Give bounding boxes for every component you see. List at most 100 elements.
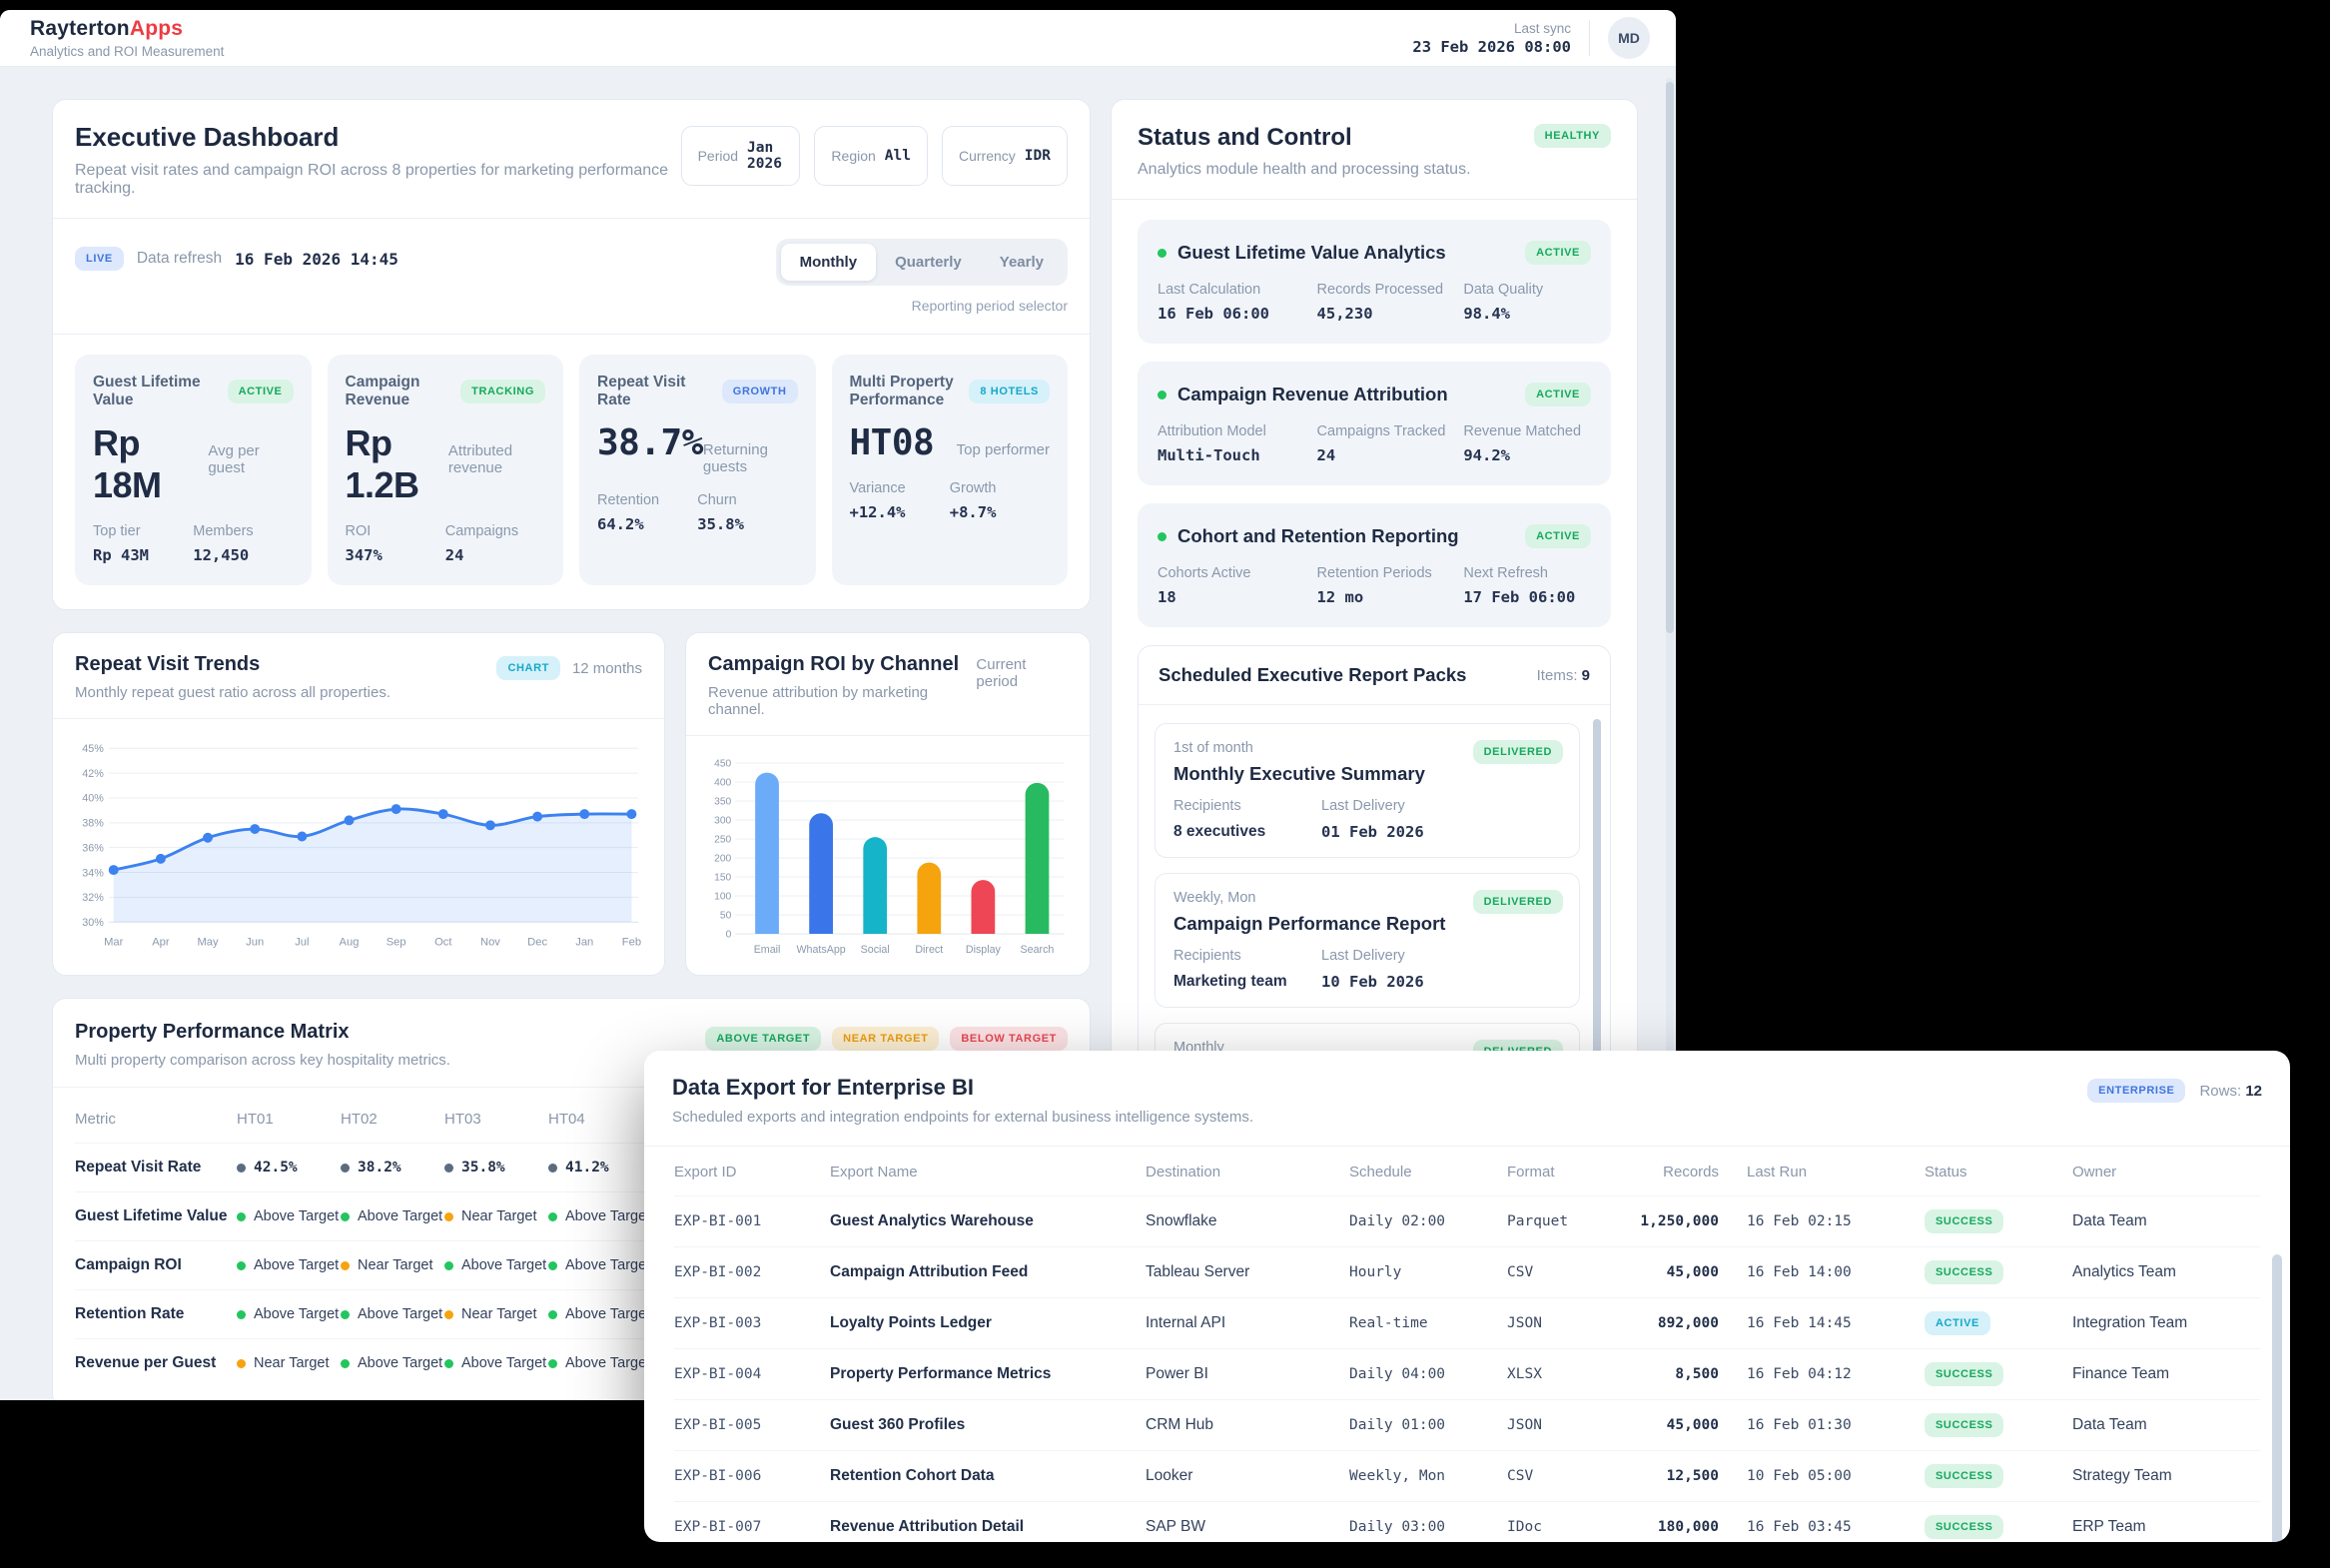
kpi-stat-label: Campaigns: [444, 523, 519, 539]
legend-badge: BELOW TARGET: [950, 1027, 1068, 1052]
export-column-header: Format: [1507, 1164, 1555, 1180]
export-column-header: Destination: [1146, 1164, 1221, 1180]
export-destination: Internal API: [1146, 1314, 1226, 1331]
pack-schedule: Weekly, Mon: [1173, 890, 1256, 906]
export-name: Loyalty Points Ledger: [830, 1314, 992, 1331]
export-format: Parquet: [1507, 1213, 1569, 1229]
export-records: 45,000: [1666, 1417, 1719, 1433]
export-column-header: Last Run: [1747, 1164, 1808, 1180]
module-stat: Revenue Matched 94.2%: [1463, 423, 1591, 464]
export-status: SUCCESS: [1925, 1515, 2072, 1539]
matrix-metric: Revenue per Guest: [75, 1354, 217, 1372]
module-badge: ACTIVE: [1525, 383, 1591, 406]
export-records: 45,000: [1666, 1264, 1719, 1280]
matrix-cell: Above Target: [237, 1257, 341, 1273]
svg-text:400: 400: [714, 778, 731, 789]
matrix-cell-text: Above Target: [565, 1306, 651, 1323]
pack-name: Campaign Performance Report: [1173, 913, 1446, 934]
window-scrollbar[interactable]: [1666, 78, 1674, 1390]
chart-period-caption: Current period: [976, 656, 1027, 690]
pack-badge: DELIVERED: [1472, 890, 1563, 914]
matrix-metric: Campaign ROI: [75, 1256, 182, 1274]
module-status-dot: [1158, 248, 1166, 258]
svg-text:May: May: [198, 936, 220, 948]
status-badge: ACTIVE: [1925, 1311, 1990, 1335]
module-stat: Next Refresh 17 Feb 06:00: [1463, 565, 1591, 606]
window-scrollbar-thumb[interactable]: [1666, 82, 1674, 633]
app-subtitle: Analytics and ROI Measurement: [30, 44, 225, 59]
kpi-stat-label: Growth: [949, 480, 997, 496]
status-dot: [444, 1163, 453, 1173]
kpi-stat: Campaigns 24: [445, 523, 545, 564]
chart-title: Campaign ROI by Channel: [708, 653, 960, 675]
packs-scrollbar-thumb[interactable]: [1593, 719, 1601, 1254]
kpi-stat-value: +12.4%: [849, 503, 906, 521]
kpi-card: Repeat Visit Rate GROWTH 38.7% Returning gu…: [579, 355, 816, 585]
module-stat-value: 94.2%: [1463, 446, 1511, 464]
module-stat: Cohorts Active 18: [1158, 565, 1317, 606]
export-destination: SAP BW: [1146, 1518, 1206, 1535]
kpi-card: Guest Lifetime Value ACTIVE Rp 18M Avg per …: [75, 355, 312, 585]
matrix-cell: Above Target: [341, 1306, 444, 1322]
filter-button-currency[interactable]: Currency IDR: [942, 126, 1068, 186]
report-pack-card: 1st of month Monthly Executive Summary DEL…: [1155, 723, 1580, 858]
svg-text:Jun: Jun: [246, 936, 264, 948]
export-destination: Snowflake: [1146, 1212, 1217, 1229]
pack-delivery-value: 10 Feb 2026: [1321, 973, 1424, 991]
export-status: ACTIVE: [1925, 1311, 2072, 1335]
live-badge: LIVE: [75, 247, 124, 271]
status-dot: [444, 1211, 453, 1221]
export-format: IDoc: [1507, 1519, 1542, 1535]
kpi-stat-label: Retention: [597, 492, 660, 508]
status-module: Guest Lifetime Value Analytics ACTIVE Last…: [1138, 220, 1611, 344]
export-records: 180,000: [1657, 1519, 1719, 1535]
export-id: EXP-BI-004: [674, 1366, 762, 1382]
kpi-value: HT08: [849, 422, 935, 463]
export-schedule: Daily 01:00: [1349, 1417, 1446, 1433]
packs-scrollbar[interactable]: [1593, 719, 1601, 1326]
matrix-column-header: HT02: [341, 1111, 378, 1129]
filter-label: Currency: [959, 148, 1016, 164]
kpi-value: Rp 18M: [93, 422, 162, 505]
export-title: Data Export for Enterprise BI: [672, 1075, 974, 1100]
export-column-header: Records: [1663, 1164, 1719, 1180]
topbar-right: Last sync 23 Feb 2026 08:00 MD: [1412, 17, 1650, 59]
tab-monthly[interactable]: Monthly: [780, 244, 877, 281]
last-sync: Last sync 23 Feb 2026 08:00: [1412, 21, 1571, 56]
module-stat: Last Calculation 16 Feb 06:00: [1158, 282, 1317, 323]
brand-accent: Apps: [129, 17, 184, 40]
matrix-cell: Above Target: [548, 1208, 652, 1224]
export-format: JSON: [1507, 1315, 1542, 1331]
svg-text:Aug: Aug: [340, 936, 360, 948]
export-scrollbar[interactable]: [2272, 1254, 2282, 1542]
kpi-stat-value: 24: [444, 546, 464, 564]
page-subtitle: Repeat visit rates and campaign ROI acro…: [75, 162, 669, 197]
export-owner: Data Team: [2072, 1416, 2147, 1433]
matrix-cell-text: Near Target: [254, 1355, 330, 1372]
filter-button-region[interactable]: Region All: [814, 126, 928, 186]
export-destination: CRM Hub: [1146, 1416, 1214, 1433]
kpi-card: Campaign Revenue TRACKING Rp 1.2B Attribute…: [327, 355, 563, 585]
period-selector-caption: Reporting period selector: [911, 298, 1068, 314]
user-avatar[interactable]: MD: [1608, 17, 1650, 59]
filter-buttons: Period Jan 2026 Region All Currency IDR: [680, 126, 1068, 186]
module-name: Cohort and Retention Reporting: [1177, 525, 1459, 546]
svg-text:Jan: Jan: [575, 936, 593, 948]
svg-text:50: 50: [720, 911, 732, 922]
kpi-stat: ROI 347%: [346, 523, 445, 564]
kpi-label: Guest Lifetime Value: [93, 374, 201, 408]
tab-quarterly[interactable]: Quarterly: [895, 254, 962, 271]
kpi-caption: Attributed revenue: [447, 442, 513, 476]
kpi-stat-label: Churn: [697, 492, 737, 508]
module-name: Guest Lifetime Value Analytics: [1177, 242, 1446, 263]
kpi-stat-value: 347%: [345, 546, 383, 564]
status-dot: [548, 1309, 557, 1319]
tab-yearly[interactable]: Yearly: [999, 254, 1044, 271]
status-dot: [341, 1358, 350, 1368]
matrix-column-header: Metric: [75, 1111, 116, 1129]
export-id: EXP-BI-006: [674, 1468, 762, 1484]
chart-subtitle: Monthly repeat guest ratio across all pr…: [75, 684, 390, 701]
svg-text:Jul: Jul: [295, 936, 309, 948]
filter-button-period[interactable]: Period Jan 2026: [680, 126, 801, 186]
export-last-run: 16 Feb 14:00: [1747, 1264, 1852, 1280]
